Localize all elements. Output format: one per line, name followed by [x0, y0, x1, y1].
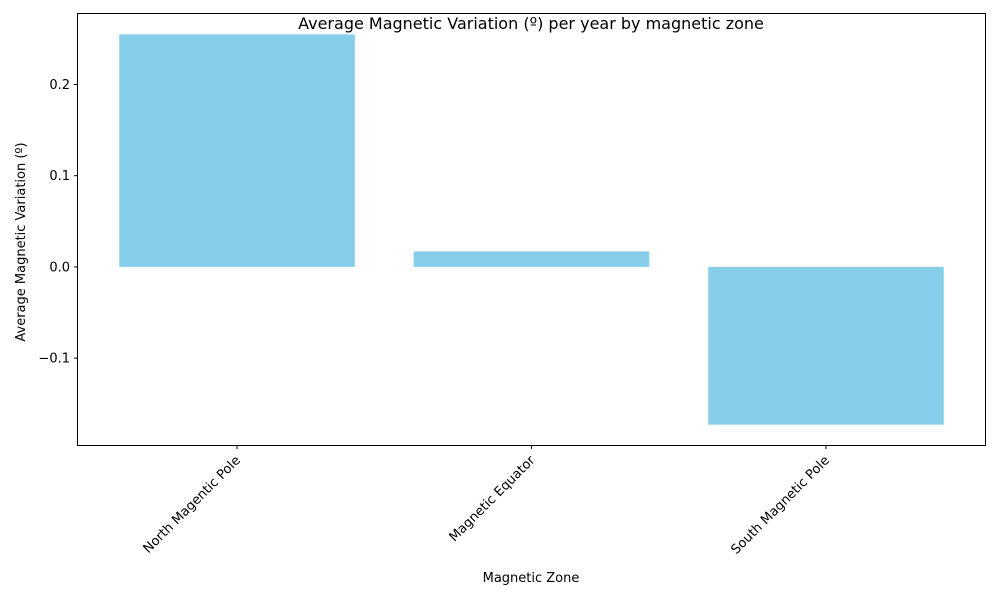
y-axis-ticks: −0.1 0.0 0.1 0.2	[38, 78, 78, 367]
y-tick-label: 0.2	[49, 78, 70, 93]
y-tick-label: 0.0	[49, 260, 70, 275]
y-tick-label: −0.1	[38, 352, 70, 367]
x-tick-label: Magnetic Equator	[447, 453, 539, 545]
x-tick-label: South Magnetic Pole	[728, 453, 832, 557]
x-axis-label: Magnetic Zone	[483, 571, 580, 586]
y-axis-label: Average Magnetic Variation (º)	[14, 142, 29, 341]
bar-magnetic-equator	[413, 251, 650, 267]
x-axis-ticks: North Magentic Pole Magnetic Equator South…	[141, 445, 833, 558]
bar-north-magentic-pole	[119, 34, 355, 267]
chart-title: Average Magnetic Variation (º) per year …	[298, 14, 764, 33]
bars-layer	[119, 34, 944, 425]
y-tick-label: 0.1	[49, 169, 70, 184]
x-tick-label: North Magentic Pole	[141, 453, 244, 556]
bar-south-magnetic-pole	[708, 266, 944, 425]
